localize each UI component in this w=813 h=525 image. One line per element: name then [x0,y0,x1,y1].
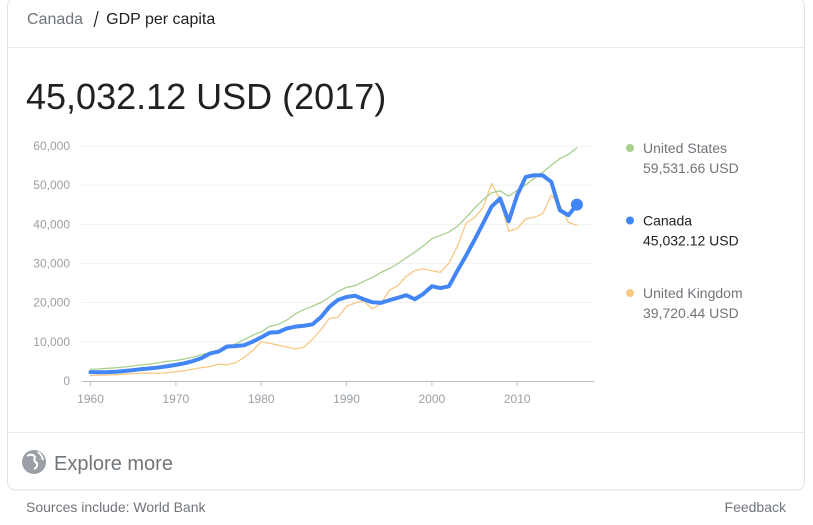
legend-entry[interactable]: Canada 45,032.12 USD [626,213,739,249]
legend-value: 45,032.12 USD [643,233,739,249]
explore-more-text[interactable]: Explore more [54,453,173,475]
x-tick-label: 1980 [248,392,275,406]
x-tick-label: 1970 [163,392,190,406]
y-tick-label: 30,000 [33,257,70,271]
legend-dot [626,144,634,152]
breadcrumb-item[interactable]: Canada [27,11,83,28]
legend-entry[interactable]: United States 59,531.66 USD [626,140,739,176]
x-tick-label: 1960 [77,392,104,406]
globe-icon [22,450,46,474]
feedback[interactable]: Feedback [725,499,787,515]
breadcrumb-item: GDP per capita [106,11,215,28]
legend-value: 59,531.66 USD [643,160,739,176]
series-line [88,173,579,375]
globe-icon-detail [26,451,44,470]
legend-value: 39,720.44 USD [643,305,739,321]
legend-name: Canada [643,213,692,229]
y-tick-label: 20,000 [33,296,70,310]
y-tick-label: 50,000 [33,178,70,192]
explore-more[interactable]: Explore more [22,450,173,475]
y-tick-label: 40,000 [33,217,70,231]
legend-dot [626,216,634,225]
y-tick-label: 10,000 [33,335,70,349]
legend-dot [626,289,634,297]
breadcrumb-separator [93,10,99,28]
x-tick-label: 2000 [419,392,446,406]
chart: 0 10,000 20,000 30,000 40,000 50,000 60,000 196… [33,139,742,406]
legend-name: United Kingdom [643,285,743,301]
current-point [570,198,583,211]
y-tick-label: 60,000 [33,139,70,153]
series-line [89,147,578,370]
x-tick-label: 2010 [504,392,531,406]
headline: 45,032.12 USD (2017) [26,76,386,117]
sources: Sources include: World Bank [26,499,206,515]
y-tick-label: 0 [63,374,70,388]
legend-entry[interactable]: United Kingdom 39,720.44 USD [626,285,743,321]
x-tick-label: 1990 [333,392,360,406]
legend-name: United States [643,140,727,156]
